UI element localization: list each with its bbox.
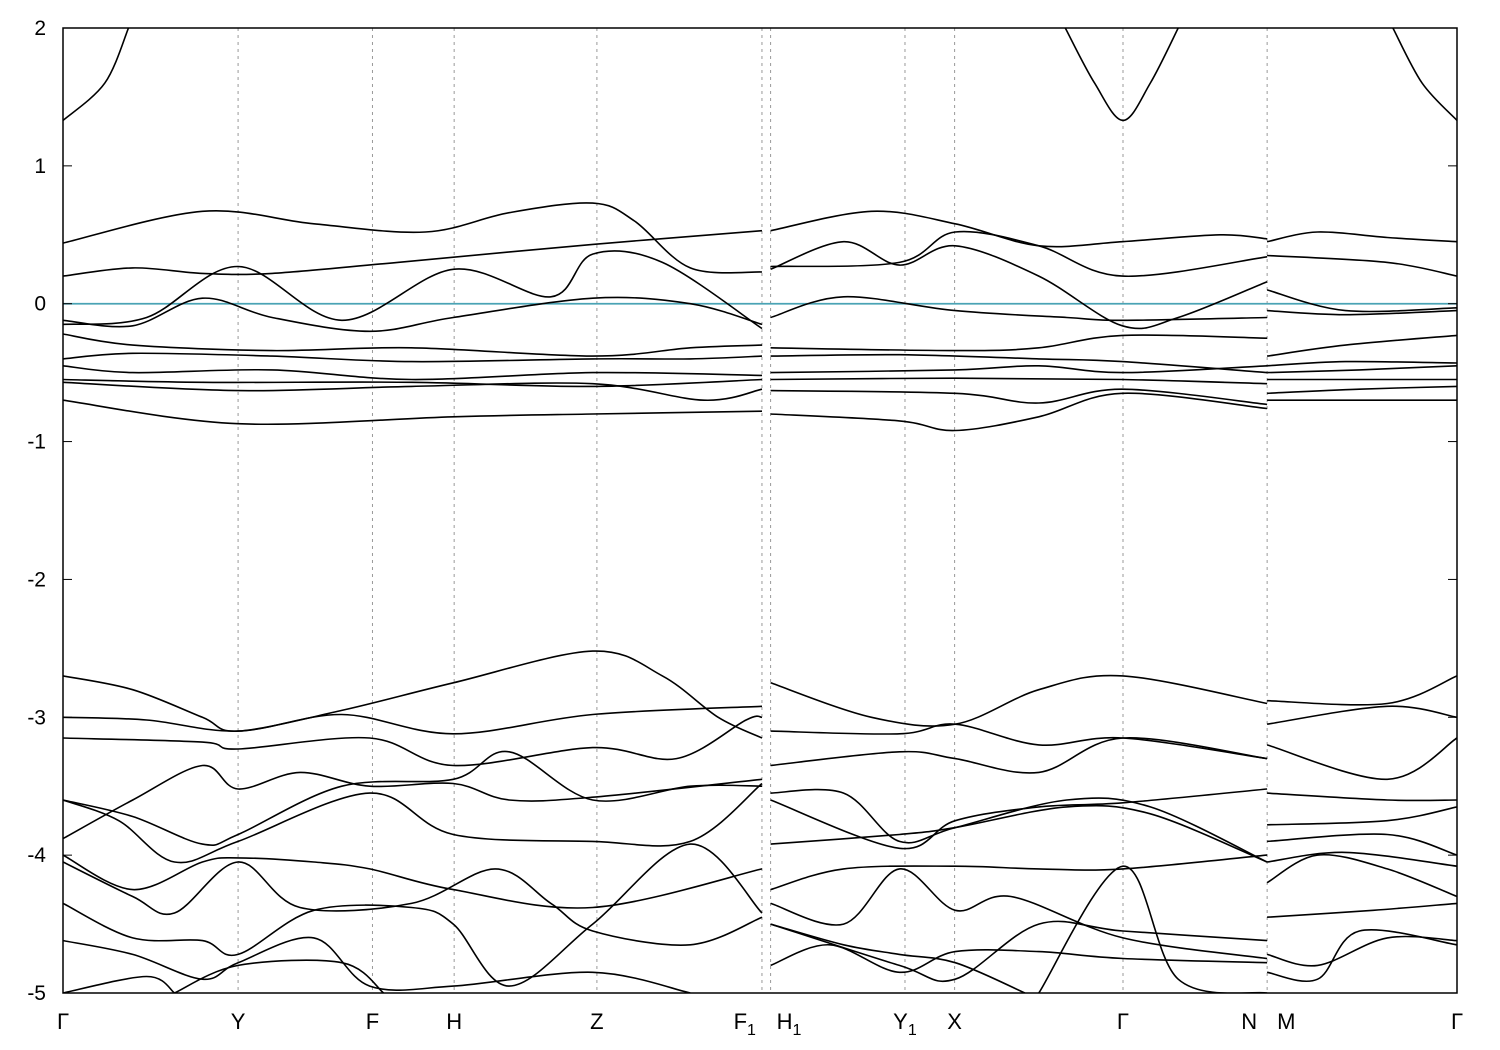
band-line-50 xyxy=(1267,833,1457,856)
band-line-33 xyxy=(63,650,763,739)
band-line-57 xyxy=(63,843,763,987)
band-line-18 xyxy=(63,352,763,363)
band-line-46 xyxy=(770,788,1268,863)
band-line-48 xyxy=(63,782,763,864)
band-line-5 xyxy=(1266,231,1457,243)
band-line-56 xyxy=(1267,902,1457,918)
band-line-14 xyxy=(1267,309,1457,316)
kpoint-label: Y1 xyxy=(893,1009,917,1039)
kpoint-label: F xyxy=(366,1009,379,1034)
band-line-36 xyxy=(63,705,763,735)
kpoint-label: H xyxy=(446,1009,462,1034)
band-line-10 xyxy=(770,240,1268,330)
band-line-2 xyxy=(1392,28,1457,121)
y-tick-label: 0 xyxy=(34,293,46,316)
band-line-20 xyxy=(1267,360,1457,367)
band-line-54 xyxy=(63,861,763,946)
band-curves xyxy=(63,28,1457,993)
band-line-38 xyxy=(1266,705,1457,725)
band-line-13 xyxy=(770,295,1268,322)
band-line-30 xyxy=(63,399,763,426)
band-line-58 xyxy=(770,920,1268,983)
band-line-41 xyxy=(1266,737,1457,781)
band-line-55 xyxy=(770,868,1268,960)
band-line-59 xyxy=(1266,853,1457,898)
band-line-53 xyxy=(1267,851,1457,867)
band-line-63 xyxy=(63,975,176,993)
band-line-42 xyxy=(63,764,763,840)
band-line-23 xyxy=(1267,365,1457,374)
kpoint-label: X xyxy=(947,1009,962,1034)
band-line-28 xyxy=(770,388,1268,406)
band-line-34 xyxy=(770,674,1268,727)
band-line-29 xyxy=(1267,385,1457,395)
kpoint-label: Z xyxy=(590,1009,603,1034)
band-line-15 xyxy=(63,333,763,357)
band-line-40 xyxy=(770,737,1268,774)
band-line-9 xyxy=(63,250,763,330)
y-tick-label: 2 xyxy=(34,17,46,40)
band-line-64 xyxy=(174,959,385,993)
x-axis-kpoint-labels: Γ Y F H Z F1 H1 Y1 X Γ N M Γ xyxy=(57,1009,1463,1039)
band-line-65 xyxy=(770,923,1026,993)
band-line-62 xyxy=(1266,935,1457,967)
band-line-44 xyxy=(1267,792,1457,802)
y-tick-label: -4 xyxy=(27,844,46,867)
kpoint-gridlines xyxy=(237,28,1268,993)
band-line-3 xyxy=(63,202,763,274)
band-line-0 xyxy=(63,28,130,122)
band-line-8 xyxy=(1267,254,1457,277)
y-axis-ticks: 2 1 0 -1 -2 -3 -4 -5 xyxy=(27,17,1457,1005)
kpoint-label: M xyxy=(1277,1009,1295,1034)
kpoint-label: Γ xyxy=(1117,1009,1129,1034)
y-tick-label: 1 xyxy=(34,155,46,178)
kpoint-label: Γ xyxy=(57,1009,69,1034)
band-line-21 xyxy=(63,365,763,381)
band-line-60 xyxy=(63,936,691,993)
band-line-66 xyxy=(1038,865,1268,993)
band-line-22 xyxy=(770,364,1268,374)
band-line-24 xyxy=(63,378,763,388)
kpoint-label: Γ xyxy=(1451,1009,1463,1034)
band-line-61 xyxy=(770,943,1268,974)
band-line-6 xyxy=(63,229,763,277)
band-line-19 xyxy=(770,353,1268,374)
band-line-37 xyxy=(770,723,1268,760)
band-line-7 xyxy=(770,230,1268,278)
y-tick-label: -2 xyxy=(27,568,46,591)
band-line-49 xyxy=(770,804,1268,863)
band-line-1 xyxy=(1064,28,1179,122)
plot-frame xyxy=(62,27,1458,994)
band-line-31 xyxy=(770,392,1268,432)
band-line-16 xyxy=(770,334,1268,352)
band-line-43 xyxy=(770,788,1268,850)
y-tick-label: -1 xyxy=(27,431,46,454)
band-line-35 xyxy=(1267,675,1457,706)
band-line-17 xyxy=(1266,334,1457,357)
kpoint-label: H1 xyxy=(777,1009,802,1039)
band-line-67 xyxy=(1266,929,1457,983)
band-line-12 xyxy=(63,296,763,333)
band-line-51 xyxy=(63,854,763,909)
kpoint-label: N xyxy=(1241,1009,1257,1034)
band-line-47 xyxy=(1267,806,1457,826)
band-line-39 xyxy=(63,715,763,767)
band-line-11 xyxy=(1266,289,1457,313)
y-tick-label: -5 xyxy=(27,982,46,1005)
band-line-25 xyxy=(770,377,1268,385)
kpoint-label: Y xyxy=(231,1009,246,1034)
kpoint-label: F1 xyxy=(734,1009,756,1039)
y-tick-label: -3 xyxy=(27,706,46,729)
band-line-27 xyxy=(63,381,763,402)
band-line-45 xyxy=(63,750,763,847)
band-line-52 xyxy=(770,854,1268,891)
